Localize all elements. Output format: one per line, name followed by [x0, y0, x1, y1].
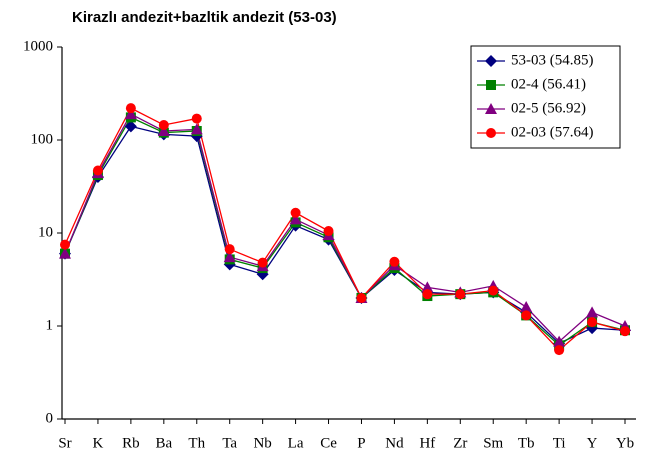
- marker: [124, 120, 137, 133]
- x-tick-label: P: [357, 435, 365, 451]
- x-tick-label: Ce: [320, 435, 337, 451]
- x-tick-label: Ti: [553, 435, 566, 451]
- series-line: [64, 116, 626, 347]
- marker: [554, 345, 565, 356]
- marker: [157, 124, 170, 136]
- marker: [356, 293, 367, 304]
- y-tick-label: 1: [46, 317, 54, 333]
- marker: [224, 244, 235, 255]
- marker: [421, 281, 434, 293]
- marker: [455, 289, 466, 300]
- legend-marker: [485, 55, 497, 67]
- marker: [553, 335, 566, 347]
- marker: [60, 239, 70, 250]
- x-tick-label: K: [93, 435, 104, 451]
- series-line: [64, 125, 626, 345]
- y-tick-label: 100: [31, 131, 54, 147]
- marker: [290, 207, 301, 218]
- marker: [586, 306, 599, 318]
- y-tick-label: 1000: [23, 38, 53, 54]
- marker: [521, 310, 532, 321]
- x-tick-label: Sr: [58, 435, 71, 451]
- marker: [158, 119, 169, 130]
- x-tick-label: Nd: [385, 435, 404, 451]
- marker: [257, 257, 268, 268]
- marker: [59, 247, 71, 259]
- marker: [289, 213, 302, 225]
- marker: [587, 317, 598, 328]
- x-tick-label: Tb: [518, 435, 535, 451]
- marker: [520, 301, 533, 313]
- chart-title: Kirazlı andezit+bazltik andezit (53-03): [72, 9, 337, 26]
- marker: [124, 108, 137, 120]
- series-line: [64, 107, 626, 352]
- marker: [223, 251, 236, 263]
- x-tick-label: Sm: [483, 435, 503, 451]
- legend-label: 02-03 (57.64): [511, 124, 594, 140]
- x-tick-label: Yb: [616, 435, 634, 451]
- marker: [389, 256, 400, 267]
- y-tick-label: 10: [38, 224, 53, 240]
- legend-marker: [486, 128, 496, 138]
- marker: [620, 326, 630, 337]
- y-tick-label: 0: [46, 410, 54, 426]
- legend-marker: [486, 80, 496, 90]
- x-tick-label: Th: [188, 435, 205, 451]
- legend-box: [470, 45, 621, 149]
- x-tick-label: Rb: [122, 435, 140, 451]
- x-tick-label: La: [288, 435, 304, 451]
- x-tick-label: Ba: [155, 435, 172, 451]
- x-tick-label: Zr: [453, 435, 467, 451]
- marker: [422, 289, 433, 300]
- x-tick-label: Ta: [222, 435, 237, 451]
- marker: [323, 226, 334, 237]
- x-tick-label: Y: [587, 435, 598, 451]
- x-tick-label: Nb: [253, 435, 271, 451]
- legend-marker: [485, 103, 497, 114]
- marker: [190, 123, 203, 135]
- legend-label: 02-4 (56.41): [511, 76, 586, 92]
- marker: [92, 165, 103, 176]
- legend-label: 02-5 (56.92): [511, 100, 586, 116]
- legend-label: 53-03 (54.85): [511, 52, 594, 68]
- marker: [125, 103, 136, 114]
- x-tick-label: Hf: [419, 435, 435, 451]
- marker: [191, 113, 202, 124]
- marker: [488, 285, 499, 296]
